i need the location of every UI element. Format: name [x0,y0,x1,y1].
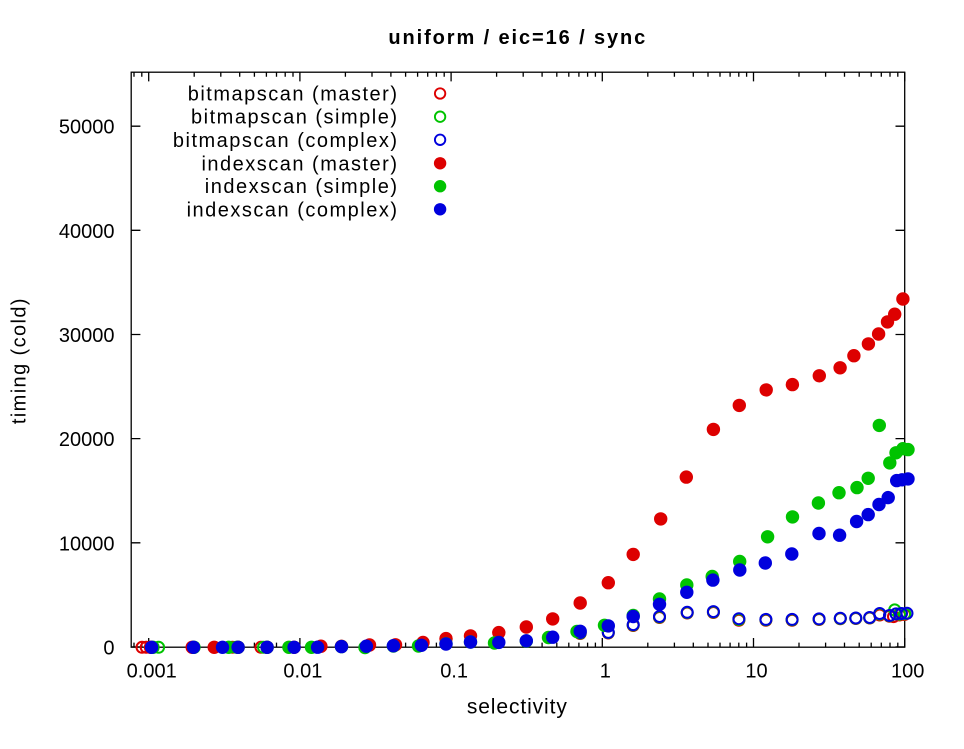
svg-text:20000: 20000 [59,429,115,451]
svg-text:bitmapscan (simple): bitmapscan (simple) [191,107,398,129]
svg-text:indexscan (simple): indexscan (simple) [205,176,399,198]
svg-text:indexscan (complex): indexscan (complex) [187,199,399,221]
svg-text:40000: 40000 [59,221,115,243]
svg-text:selectivity: selectivity [467,696,568,719]
svg-text:0.001: 0.001 [127,661,177,683]
svg-text:0.1: 0.1 [440,661,468,683]
svg-text:indexscan (master): indexscan (master) [201,153,398,175]
svg-text:bitmapscan (master): bitmapscan (master) [188,84,399,106]
svg-text:bitmapscan (complex): bitmapscan (complex) [173,130,399,152]
svg-text:10: 10 [745,661,767,683]
svg-text:10000: 10000 [59,533,115,555]
svg-text:timing (cold): timing (cold) [9,297,31,424]
svg-text:100: 100 [891,661,924,683]
svg-text:50000: 50000 [59,117,115,139]
svg-text:uniform / eic=16 / sync: uniform / eic=16 / sync [388,27,647,49]
svg-text:0: 0 [103,637,114,659]
svg-text:30000: 30000 [59,325,115,347]
svg-text:0.01: 0.01 [283,661,322,683]
svg-text:1: 1 [600,661,611,683]
